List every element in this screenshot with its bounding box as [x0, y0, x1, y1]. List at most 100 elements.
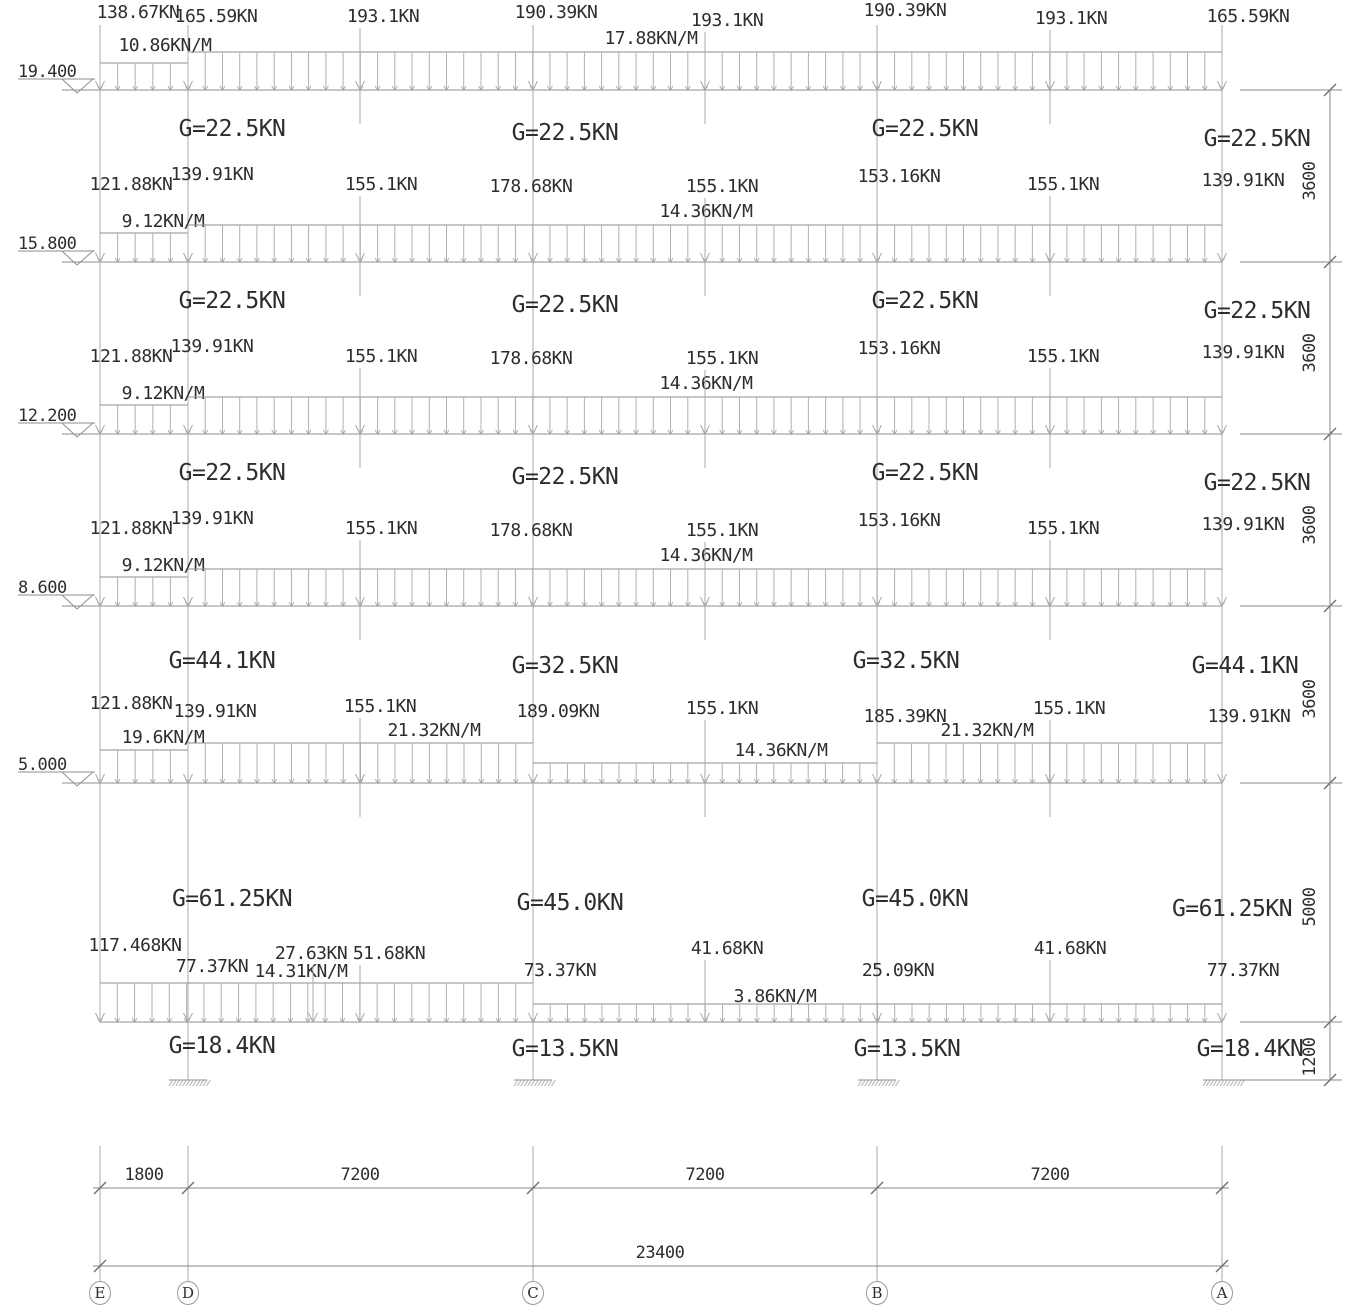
- arrowhead: [183, 596, 193, 608]
- dist-load-label: 9.12KN/M: [122, 211, 205, 232]
- g-load-label-bottom: G=18.4KN: [169, 1033, 276, 1059]
- dim-tick: [93, 1259, 107, 1273]
- point-load-label: 77.37KN: [176, 956, 248, 977]
- point-load-label: 178.68KN: [490, 520, 573, 541]
- arrowhead: [528, 773, 538, 785]
- point-load-label: 155.1KN: [686, 520, 758, 541]
- span-dim-label: 7200: [686, 1165, 725, 1185]
- point-load-label: 51.68KN: [353, 943, 425, 964]
- arrowhead: [872, 1012, 882, 1024]
- arrowhead: [183, 773, 193, 785]
- dist-load-label: 14.36KN/M: [659, 201, 753, 222]
- g-load-label: G=32.5KN: [853, 648, 960, 674]
- arrowhead: [528, 1012, 538, 1024]
- point-load-label: 117.468KN: [88, 935, 181, 956]
- point-load-label: 178.68KN: [490, 176, 573, 197]
- arrowhead: [355, 1012, 365, 1024]
- arrowhead: [1045, 424, 1055, 436]
- support-hatch: [857, 1079, 900, 1087]
- g-load-label: G=22.5KN: [872, 460, 979, 486]
- right-dimension-chain: 3600 3600 3600 3600 5000 1200: [1240, 83, 1342, 1087]
- elevation-triangle: [61, 594, 94, 610]
- point-load-label: 27.63KN: [275, 943, 347, 964]
- point-load-label: 155.1KN: [686, 176, 758, 197]
- dist-load-label: 9.12KN/M: [122, 383, 205, 404]
- point-load-label: 193.1KN: [1035, 8, 1107, 29]
- story-dim-label: 3600: [1300, 679, 1320, 718]
- point-load-label: 193.1KN: [691, 10, 763, 31]
- dim-tick: [1215, 1259, 1229, 1273]
- span-dim-label: 7200: [1031, 1165, 1070, 1185]
- grid-bubble-label: A: [1216, 1284, 1228, 1302]
- dist-load-label: 3.86KN/M: [734, 986, 817, 1007]
- point-load-label: 139.91KN: [171, 336, 254, 357]
- support-hatch: [513, 1079, 556, 1087]
- g-load-label: G=22.5KN: [179, 460, 286, 486]
- arrowhead: [1217, 252, 1227, 264]
- arrowhead: [528, 596, 538, 608]
- point-load-label: 139.91KN: [1202, 514, 1285, 535]
- point-load-label: 155.1KN: [686, 348, 758, 369]
- g-load-label: G=22.5KN: [872, 116, 979, 142]
- elevation-label: 12.200: [18, 406, 77, 426]
- point-load-label: 73.37KN: [524, 960, 596, 981]
- story-dim-label: 3600: [1300, 161, 1320, 200]
- elevation-triangle: [61, 78, 94, 94]
- arrowhead: [95, 252, 105, 264]
- g-load-label: G=22.5KN: [179, 116, 286, 142]
- point-load-label: 190.39KN: [515, 2, 598, 23]
- arrowhead: [95, 80, 105, 92]
- point-load-label: 139.91KN: [1202, 170, 1285, 191]
- point-load-label: 121.88KN: [90, 346, 173, 367]
- elevation-label: 5.000: [18, 755, 67, 775]
- dist-load-hatch: [97, 233, 191, 263]
- story-dim-label: 5000: [1300, 887, 1320, 926]
- span-dim-label: 1800: [125, 1165, 164, 1185]
- dist-load-label: 14.31KN/M: [254, 961, 348, 982]
- dist-load-label: 14.36KN/M: [734, 740, 828, 761]
- arrowhead: [872, 252, 882, 264]
- dist-load-hatch: [97, 750, 191, 784]
- arrowhead: [1045, 773, 1055, 785]
- point-load-label: 155.1KN: [345, 518, 417, 539]
- point-load-label: 189.09KN: [517, 701, 600, 722]
- g-load-label: G=45.0KN: [517, 890, 624, 916]
- arrowhead: [872, 424, 882, 436]
- point-load-label: 121.88KN: [90, 174, 173, 195]
- dim-tick: [181, 1181, 195, 1195]
- g-load-label: G=32.5KN: [512, 653, 619, 679]
- dim-tick: [526, 1181, 540, 1195]
- dist-load-label: 9.12KN/M: [122, 555, 205, 576]
- dist-load-hatch: [530, 1004, 1225, 1023]
- point-load-label: 153.16KN: [858, 510, 941, 531]
- elevation-markers: 19.400 15.800 12.200 8.600 5.000: [18, 62, 95, 787]
- story-dim-label: 1200: [1300, 1037, 1320, 1076]
- dist-load-label: 17.88KN/M: [604, 28, 698, 49]
- arrowhead: [1045, 80, 1055, 92]
- point-load-label: 165.59KN: [1207, 6, 1290, 27]
- arrowhead: [528, 80, 538, 92]
- point-load-label: 139.91KN: [1202, 342, 1285, 363]
- elevation-label: 19.400: [18, 62, 77, 82]
- point-load-label: 121.88KN: [90, 518, 173, 539]
- g-load-label: G=61.25KN: [1172, 896, 1292, 922]
- arrowhead: [700, 1012, 710, 1024]
- g-load-label: G=45.0KN: [862, 886, 969, 912]
- arrowhead: [308, 1012, 318, 1024]
- arrowhead: [700, 80, 710, 92]
- support-hatch: [168, 1079, 211, 1087]
- point-load-label: 155.1KN: [1033, 698, 1105, 719]
- arrowhead: [700, 773, 710, 785]
- point-load-label: 155.1KN: [686, 698, 758, 719]
- dist-load-label: 14.36KN/M: [659, 373, 753, 394]
- story-dim-label: 3600: [1300, 505, 1320, 544]
- point-load-label: 41.68KN: [1034, 938, 1106, 959]
- arrowhead: [1045, 596, 1055, 608]
- point-load-label: 155.1KN: [1027, 518, 1099, 539]
- dim-tick: [870, 1181, 884, 1195]
- g-load-label: G=22.5KN: [179, 288, 286, 314]
- dist-load-label: 21.32KN/M: [940, 720, 1034, 741]
- supports: [168, 1079, 1245, 1087]
- point-load-label: 155.1KN: [1027, 174, 1099, 195]
